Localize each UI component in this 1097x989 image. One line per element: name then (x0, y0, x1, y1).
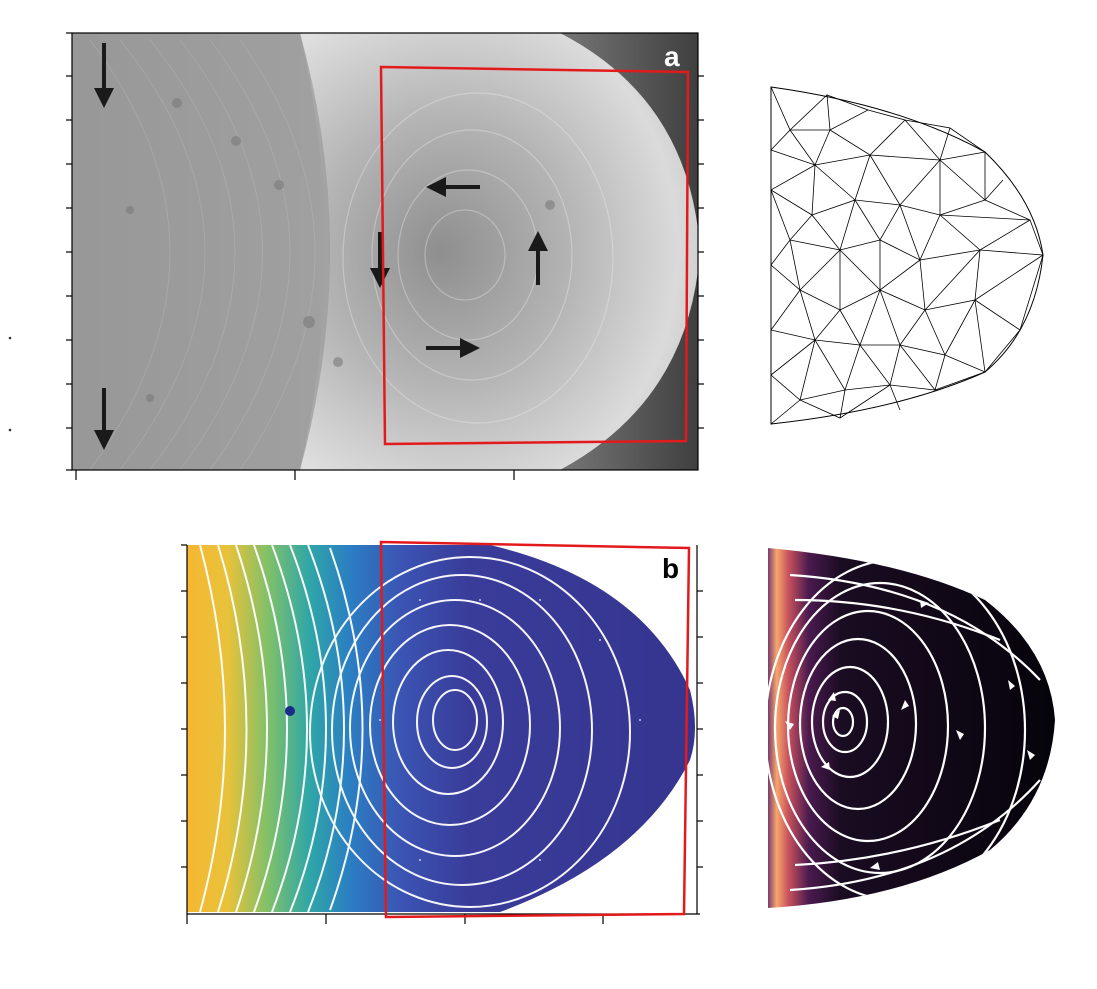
highlight-box-a (379, 65, 690, 446)
panel-b-ticks (181, 544, 703, 924)
dot-mark (8, 336, 12, 340)
panel-b-label: b (662, 553, 679, 584)
panel-a-label: a (664, 41, 680, 72)
panel-b: b (181, 540, 703, 924)
mesh-edges (770, 86, 1044, 425)
highlight-box-b (379, 540, 691, 919)
simulation-panel (768, 548, 1055, 908)
streamline-arrowheads (785, 600, 1035, 870)
flow-arrows-a (94, 43, 548, 450)
mesh-diagram (770, 86, 1044, 425)
streamlines-b (199, 545, 631, 912)
tracer-particles (126, 98, 555, 402)
dark-spot (285, 706, 295, 716)
panel-a: a (66, 32, 704, 480)
panel-a-ticks (66, 32, 704, 480)
mesh-boundary (770, 86, 1044, 425)
vector-dots-b (379, 599, 641, 861)
panel-a-photo (72, 33, 698, 470)
panel-b-field (187, 545, 695, 912)
dot-mark (8, 428, 12, 432)
